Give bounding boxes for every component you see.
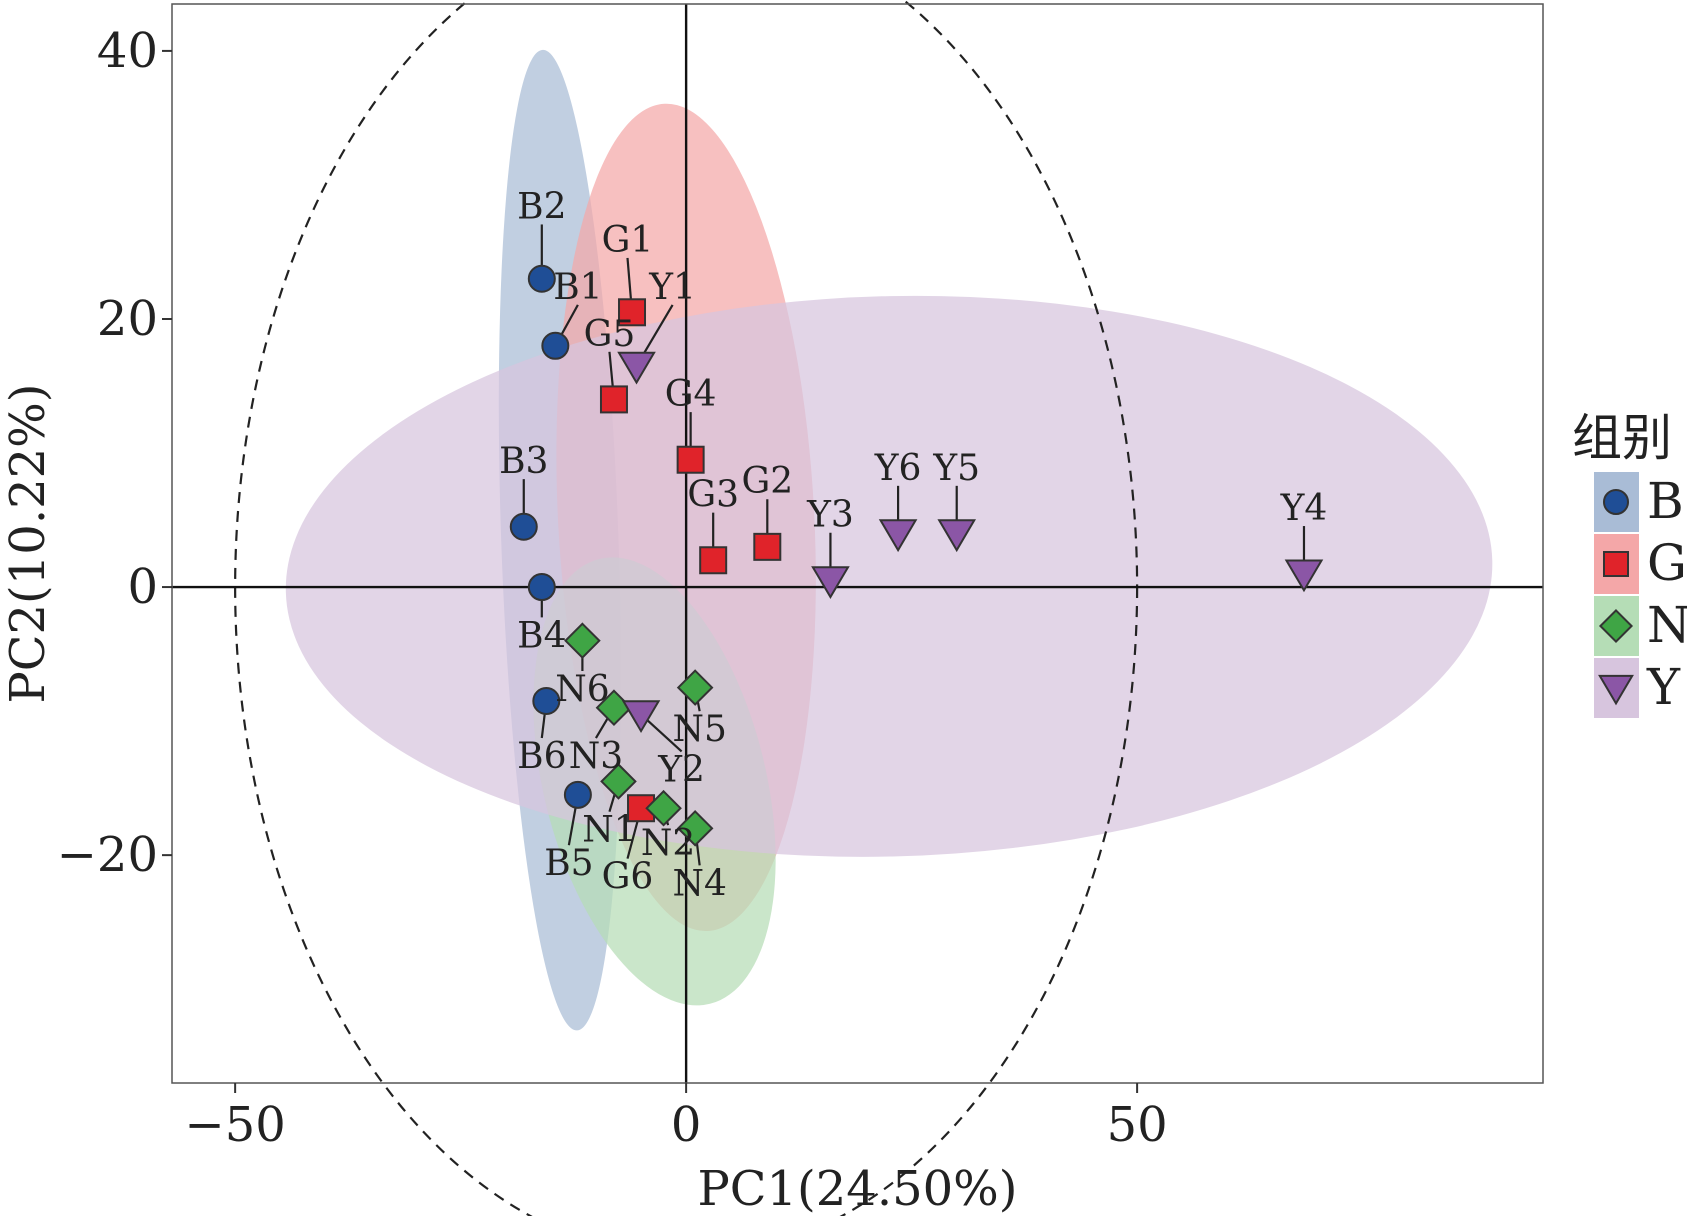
point-g4 xyxy=(676,445,705,474)
point-label-b6: B6 xyxy=(517,736,566,777)
point-b6 xyxy=(532,686,561,715)
point-label-n4: N4 xyxy=(672,863,726,904)
point-y1 xyxy=(617,351,656,385)
point-label-n6: N6 xyxy=(555,669,609,710)
point-b5 xyxy=(563,780,592,809)
point-n1 xyxy=(600,763,637,800)
point-b3 xyxy=(509,512,538,541)
point-label-y3: Y3 xyxy=(806,495,854,536)
point-label-g3: G3 xyxy=(687,475,739,516)
point-label-n2: N2 xyxy=(641,823,695,864)
legend-label-g: G xyxy=(1647,534,1687,592)
point-g1 xyxy=(618,298,647,327)
point-y5 xyxy=(937,519,977,553)
point-label-y5: Y5 xyxy=(932,448,980,489)
point-label-y4: Y4 xyxy=(1280,488,1328,529)
ellipse-y xyxy=(285,295,1493,857)
point-label-n3: N3 xyxy=(569,736,623,777)
point-label-b3: B3 xyxy=(499,441,548,482)
legend-marker-n xyxy=(1598,608,1634,644)
point-label-b2: B2 xyxy=(517,186,566,227)
legend-label-b: B xyxy=(1647,472,1684,530)
legend-label-n: N xyxy=(1647,596,1687,654)
x-axis-ticks: −50 0 50 xyxy=(184,1083,1168,1153)
plot-frame xyxy=(171,3,1544,1084)
point-label-b5: B5 xyxy=(544,843,593,884)
point-y4 xyxy=(1284,559,1324,593)
point-g3 xyxy=(699,546,728,575)
x-axis-label: PC1(24.50%) xyxy=(697,1161,1017,1216)
point-label-y2: Y2 xyxy=(657,749,705,790)
point-label-g6: G6 xyxy=(602,857,654,898)
point-label-n5: N5 xyxy=(672,709,726,750)
point-label-b1: B1 xyxy=(553,267,602,308)
point-y2 xyxy=(621,700,661,734)
point-label-n1: N1 xyxy=(582,810,636,851)
legend-label-y: Y xyxy=(1646,658,1681,716)
point-y3 xyxy=(811,566,850,600)
y-tick-label: 0 xyxy=(127,559,158,615)
point-n2 xyxy=(645,789,682,827)
point-label-y6: Y6 xyxy=(874,448,922,489)
point-g5 xyxy=(599,385,628,414)
point-n6 xyxy=(564,622,601,659)
legend-title: 组别 xyxy=(1572,409,1672,467)
x-tick-label: 50 xyxy=(1107,1097,1168,1153)
point-label-g4: G4 xyxy=(665,374,717,415)
y-axis-ticks: −20 0 20 40 xyxy=(57,23,172,883)
point-label-g5: G5 xyxy=(584,314,636,355)
point-g2 xyxy=(753,532,782,561)
reference-lines xyxy=(172,0,1543,1216)
point-label-b4: B4 xyxy=(517,615,566,656)
point-b1 xyxy=(541,331,570,360)
x-tick-label: 0 xyxy=(671,1097,702,1153)
point-b2 xyxy=(527,264,556,293)
y-tick-label: −20 xyxy=(57,827,158,883)
point-n4 xyxy=(676,810,714,847)
data-points xyxy=(509,264,1324,847)
point-y6 xyxy=(878,519,918,553)
point-label-y1: Y1 xyxy=(648,267,696,308)
y-axis-label: PC2(10.22%) xyxy=(0,383,56,703)
point-label-g2: G2 xyxy=(741,461,793,502)
point-n5 xyxy=(676,669,714,706)
y-tick-label: 20 xyxy=(97,291,158,347)
y-tick-label: 40 xyxy=(97,23,158,79)
legend-marker-y xyxy=(1598,674,1634,706)
point-b4 xyxy=(527,573,556,602)
point-label-g1: G1 xyxy=(602,220,654,261)
legend-marker-b xyxy=(1603,489,1629,515)
x-tick-label: −50 xyxy=(184,1097,285,1153)
legend-marker-g xyxy=(1603,551,1629,577)
